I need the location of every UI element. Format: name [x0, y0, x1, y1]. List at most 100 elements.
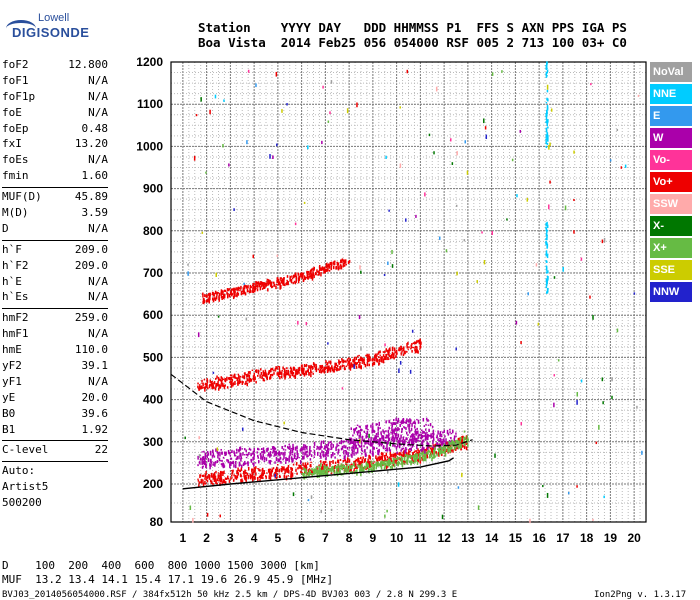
noise-mark — [307, 145, 309, 150]
noise-mark — [223, 99, 225, 102]
echo-mark — [369, 443, 372, 447]
noise-mark — [624, 164, 627, 168]
echo-mark — [376, 465, 378, 467]
echo-mark — [237, 381, 239, 385]
echo-mark — [344, 259, 347, 264]
echo-mark — [197, 464, 199, 467]
echo-mark — [341, 467, 343, 471]
echo-mark — [283, 474, 286, 479]
echo-mark — [332, 465, 334, 469]
noise-mark — [200, 97, 202, 102]
echo-mark — [309, 448, 311, 452]
echo-mark — [369, 449, 372, 454]
echo-mark — [251, 284, 254, 287]
echo-mark — [545, 222, 547, 227]
param-row: foF2 12.800 — [2, 58, 108, 74]
echo-mark — [299, 460, 302, 465]
echo-mark — [432, 440, 434, 445]
echo-mark — [347, 469, 349, 473]
echo-mark — [296, 450, 298, 455]
echo-mark — [410, 348, 412, 350]
echo-mark — [269, 476, 272, 481]
echo-mark — [305, 450, 308, 454]
echo-mark — [261, 375, 263, 379]
echo-mark — [358, 459, 360, 463]
echo-mark — [339, 467, 342, 470]
echo-mark — [388, 437, 391, 441]
echo-mark — [366, 353, 368, 358]
echo-mark — [209, 474, 211, 478]
echo-mark — [324, 453, 327, 457]
echo-mark — [240, 480, 242, 482]
echo-mark — [364, 441, 366, 445]
echo-mark — [393, 419, 395, 421]
noise-mark — [435, 86, 438, 92]
echo-mark — [332, 444, 335, 448]
echo-mark — [379, 456, 382, 461]
echo-mark — [252, 291, 255, 294]
echo-mark — [547, 277, 549, 279]
echo-mark — [312, 363, 315, 366]
echo-mark — [238, 380, 240, 383]
echo-mark — [378, 448, 380, 453]
echo-mark — [243, 472, 245, 477]
noise-mark — [603, 237, 606, 243]
echo-mark — [344, 459, 346, 461]
echo-mark — [365, 442, 368, 444]
echo-mark — [235, 294, 238, 297]
echo-mark — [546, 62, 548, 67]
noise-mark — [353, 364, 355, 369]
echo-mark — [207, 387, 209, 390]
param-name: foEs — [2, 153, 29, 167]
echo-mark — [199, 481, 201, 484]
o-trace-fit-curve — [182, 457, 454, 490]
echo-mark — [431, 457, 433, 462]
echo-mark — [243, 289, 245, 294]
param-row: foF1p N/A — [2, 90, 108, 106]
echo-mark — [333, 466, 335, 471]
echo-mark — [220, 470, 222, 475]
echo-mark — [301, 472, 304, 476]
echo-mark — [396, 458, 399, 460]
echo-mark — [384, 357, 386, 361]
noise-mark — [553, 276, 556, 279]
echo-mark — [301, 275, 304, 279]
echo-mark — [412, 440, 415, 445]
echo-mark — [352, 434, 354, 437]
echo-mark — [431, 435, 433, 438]
echo-mark — [345, 263, 347, 266]
echo-mark — [447, 433, 450, 436]
echo-mark — [385, 465, 388, 470]
echo-mark — [220, 448, 222, 451]
x-tick-label: 13 — [461, 531, 475, 545]
param-value: 259.0 — [74, 311, 108, 325]
echo-mark — [252, 452, 254, 455]
echo-mark — [384, 460, 386, 463]
echo-mark — [403, 444, 405, 447]
echo-mark — [335, 366, 338, 371]
echo-mark — [259, 282, 262, 286]
echo-mark — [392, 421, 394, 425]
echo-mark — [262, 447, 265, 450]
echo-mark — [321, 450, 323, 453]
echo-mark — [326, 367, 329, 372]
echo-mark — [366, 446, 368, 449]
echo-mark — [227, 475, 229, 480]
echo-mark — [325, 456, 327, 461]
echo-mark — [314, 367, 317, 371]
echo-mark — [263, 372, 266, 375]
echo-mark — [252, 282, 254, 286]
echo-mark — [342, 361, 344, 364]
echo-mark — [546, 237, 548, 241]
echo-mark — [405, 420, 408, 423]
echo-mark — [276, 277, 279, 280]
echo-mark — [418, 440, 421, 442]
echo-mark — [452, 441, 455, 444]
echo-mark — [298, 275, 300, 280]
param-value: N/A — [88, 89, 108, 103]
echo-mark — [276, 452, 278, 455]
echo-mark — [266, 280, 268, 284]
echo-mark — [403, 441, 405, 443]
echo-mark — [397, 427, 399, 432]
echo-mark — [212, 299, 215, 303]
